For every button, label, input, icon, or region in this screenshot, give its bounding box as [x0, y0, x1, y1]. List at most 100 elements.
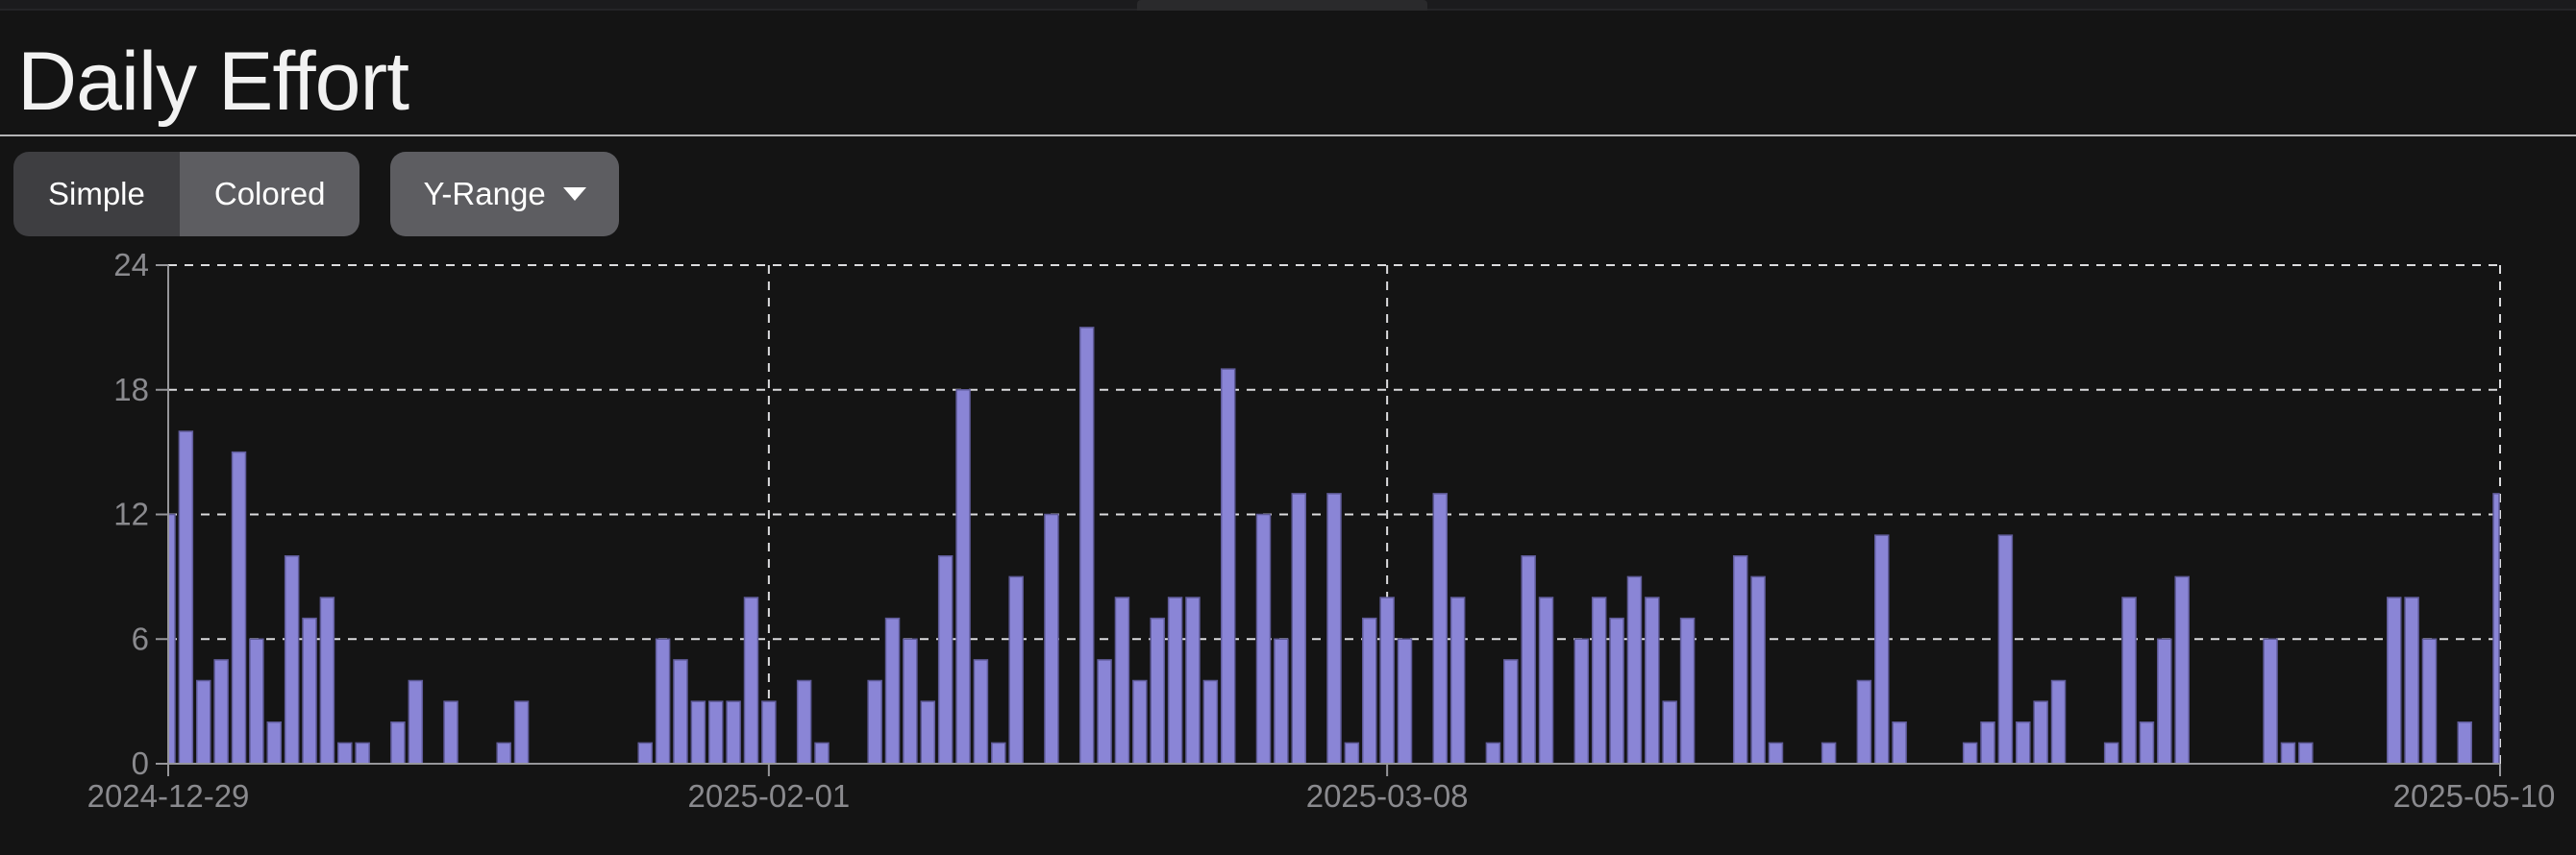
bar[interactable] — [319, 597, 335, 765]
y-tick-label: 24 — [113, 247, 149, 282]
bar[interactable] — [167, 513, 176, 765]
bar[interactable] — [1255, 513, 1272, 765]
bar[interactable] — [196, 679, 211, 765]
bar[interactable] — [2033, 700, 2048, 765]
bar[interactable] — [2050, 679, 2067, 765]
bar[interactable] — [1521, 555, 1536, 765]
bar[interactable] — [1980, 721, 1995, 765]
active-tab-indicator[interactable] — [1137, 0, 1427, 11]
bar[interactable] — [2174, 575, 2190, 765]
bar[interactable] — [390, 721, 406, 765]
bar[interactable] — [231, 451, 247, 765]
bar[interactable] — [2139, 721, 2155, 765]
bar[interactable] — [884, 617, 901, 765]
bar[interactable] — [903, 638, 918, 765]
bar[interactable] — [1662, 700, 1677, 765]
bar[interactable] — [1503, 659, 1519, 765]
bar[interactable] — [1768, 742, 1784, 765]
bar[interactable] — [249, 638, 264, 765]
bar[interactable] — [1821, 742, 1837, 765]
bar[interactable] — [1097, 659, 1112, 765]
bar[interactable] — [1679, 617, 1696, 765]
bar[interactable] — [707, 700, 724, 765]
bar[interactable] — [1892, 721, 1907, 765]
bar[interactable] — [1326, 493, 1342, 765]
bar[interactable] — [496, 742, 511, 765]
bar[interactable] — [1750, 575, 1766, 765]
bar[interactable] — [2457, 721, 2472, 765]
bar[interactable] — [302, 617, 317, 765]
bar[interactable] — [1362, 617, 1377, 765]
bar[interactable] — [814, 742, 830, 765]
simple-mode-button[interactable]: Simple — [13, 152, 180, 236]
bar[interactable] — [1167, 597, 1183, 765]
bar[interactable] — [2404, 597, 2419, 765]
bar[interactable] — [513, 700, 530, 765]
colored-mode-button[interactable]: Colored — [179, 152, 360, 236]
bar[interactable] — [1397, 638, 1413, 765]
bar[interactable] — [2421, 638, 2438, 765]
bar[interactable] — [1645, 597, 1660, 765]
bar[interactable] — [690, 700, 706, 765]
bar[interactable] — [443, 700, 458, 765]
bar[interactable] — [1114, 597, 1130, 765]
bar[interactable] — [1626, 575, 1643, 765]
bar[interactable] — [955, 389, 971, 765]
bar[interactable] — [2263, 638, 2278, 765]
bar[interactable] — [2298, 742, 2314, 765]
bar[interactable] — [867, 679, 882, 765]
bar[interactable] — [1432, 493, 1449, 765]
bar[interactable] — [2157, 638, 2172, 765]
bar[interactable] — [1538, 597, 1554, 765]
bar[interactable] — [2103, 742, 2119, 765]
bar[interactable] — [1202, 679, 1219, 765]
bar[interactable] — [1856, 679, 1872, 765]
bar[interactable] — [1997, 534, 2014, 765]
bar[interactable] — [920, 700, 936, 765]
bar[interactable] — [213, 659, 229, 765]
bar[interactable] — [1485, 742, 1501, 765]
y-tick-label: 6 — [132, 621, 149, 656]
bar[interactable] — [937, 555, 954, 765]
bar[interactable] — [1873, 534, 1890, 765]
bar[interactable] — [337, 742, 353, 765]
bar[interactable] — [408, 679, 424, 765]
bar[interactable] — [2492, 493, 2500, 765]
bar[interactable] — [1150, 617, 1165, 765]
bar[interactable] — [1078, 327, 1095, 765]
bar[interactable] — [673, 659, 688, 765]
bar[interactable] — [2386, 597, 2402, 765]
x-tick-label: 2025-03-08 — [1306, 778, 1469, 814]
bar[interactable] — [1274, 638, 1289, 765]
bar[interactable] — [1220, 368, 1236, 765]
bar[interactable] — [178, 430, 194, 765]
bar[interactable] — [1379, 597, 1395, 765]
bar[interactable] — [1132, 679, 1148, 765]
bar[interactable] — [2280, 742, 2296, 765]
bar[interactable] — [1962, 742, 1978, 765]
bar[interactable] — [761, 700, 777, 765]
bar[interactable] — [796, 679, 812, 765]
bar[interactable] — [637, 742, 653, 765]
bar[interactable] — [1185, 597, 1201, 765]
bar[interactable] — [1008, 575, 1024, 765]
bar[interactable] — [973, 659, 989, 765]
bar[interactable] — [743, 597, 759, 765]
bar[interactable] — [355, 742, 370, 765]
bar[interactable] — [655, 638, 671, 765]
bar[interactable] — [1291, 493, 1306, 765]
y-range-dropdown[interactable]: Y-Range — [390, 152, 619, 236]
bar[interactable] — [2121, 597, 2137, 765]
bar[interactable] — [1573, 638, 1590, 765]
bar[interactable] — [726, 700, 741, 765]
bar[interactable] — [1732, 555, 1748, 765]
bar[interactable] — [284, 555, 300, 765]
bar[interactable] — [1609, 617, 1624, 765]
bar[interactable] — [991, 742, 1006, 765]
bar[interactable] — [1344, 742, 1360, 765]
bar[interactable] — [266, 721, 283, 765]
bar[interactable] — [1449, 597, 1466, 765]
bar[interactable] — [1044, 513, 1059, 765]
bar[interactable] — [2016, 721, 2031, 765]
bar[interactable] — [1591, 597, 1607, 765]
